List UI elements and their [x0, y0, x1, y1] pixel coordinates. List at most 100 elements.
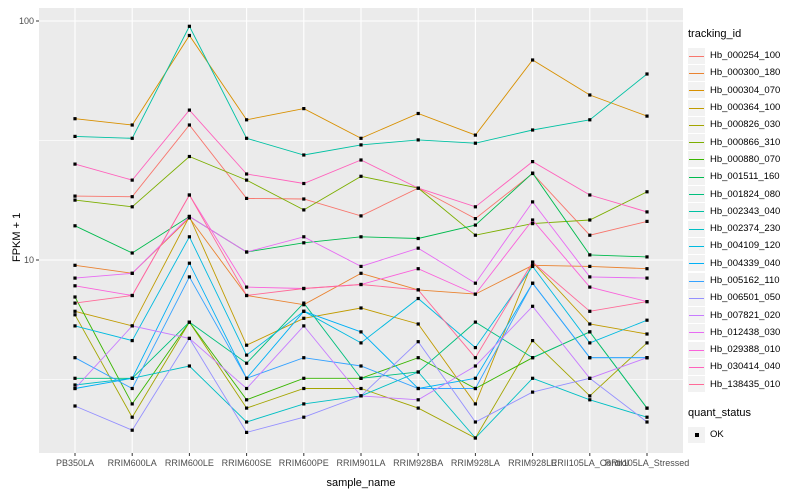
x-tick-label: RRIM901LA — [336, 458, 386, 468]
legend-entry-Hb_000866_310: Hb_000866_310 — [688, 133, 800, 151]
data-point — [130, 402, 134, 406]
data-point — [645, 255, 649, 259]
data-point — [73, 224, 77, 228]
legend-key-line-icon — [688, 289, 705, 306]
data-point — [302, 181, 306, 186]
x-tick-label: RRII105LA_Control — [550, 458, 629, 468]
data-point — [588, 341, 592, 345]
data-point — [359, 143, 363, 147]
data-point — [588, 218, 592, 222]
data-point — [245, 343, 249, 347]
data-point — [359, 282, 363, 287]
legend: tracking_id Hb_000254_100 Hb_000300_180 Hb… — [688, 28, 800, 443]
data-point — [245, 353, 249, 357]
legend-entry-Hb_138435_010: Hb_138435_010 — [688, 376, 800, 393]
legend-entry-Hb_004339_040: Hb_004339_040 — [688, 255, 800, 272]
data-point — [588, 264, 592, 268]
legend-entry-Hb_000364_100: Hb_000364_100 — [688, 99, 800, 116]
data-point — [73, 284, 77, 288]
data-point — [473, 436, 477, 440]
data-point — [645, 318, 649, 322]
data-point — [531, 356, 535, 360]
data-point — [73, 313, 77, 317]
data-point — [187, 364, 191, 368]
data-point — [588, 285, 592, 289]
x-tick-label: RRIM600PE — [278, 458, 329, 468]
data-point — [130, 376, 134, 380]
data-point — [245, 386, 249, 391]
data-point — [416, 356, 420, 360]
data-point — [73, 134, 77, 138]
data-point — [588, 398, 592, 402]
legend-key-line-icon — [688, 134, 705, 151]
legend-entries: Hb_000254_100 Hb_000300_180 Hb_000304_070 H… — [688, 47, 800, 393]
data-point — [645, 276, 649, 280]
data-point — [473, 356, 477, 360]
data-point — [187, 235, 191, 239]
data-point — [130, 428, 134, 432]
data-point — [245, 376, 249, 380]
data-point — [73, 309, 77, 313]
legend-entry-Hb_000254_100: Hb_000254_100 — [688, 47, 800, 64]
legend-entry-label: Hb_004109_120 — [710, 240, 781, 252]
data-point — [245, 136, 249, 140]
data-point — [473, 281, 477, 285]
data-point — [302, 415, 306, 419]
data-point — [416, 340, 420, 344]
legend-entry-Hb_001824_080: Hb_001824_080 — [688, 185, 800, 203]
legend-entry-label: Hb_138435_010 — [710, 378, 781, 390]
legend-entry-Hb_030414_040: Hb_030414_040 — [688, 358, 800, 375]
data-point — [245, 178, 249, 182]
data-point — [416, 406, 420, 410]
data-point — [416, 236, 420, 241]
legend-key-line-icon — [688, 272, 705, 289]
legend-entry-Hb_006501_050: Hb_006501_050 — [688, 289, 800, 306]
data-point — [645, 267, 649, 271]
x-tick-label: RRIM600SE — [221, 458, 272, 468]
data-point — [73, 295, 77, 299]
legend-entry-label: Hb_002374_230 — [710, 223, 781, 235]
data-point — [588, 394, 592, 398]
data-point — [588, 118, 592, 122]
data-point — [302, 301, 306, 305]
data-point — [130, 386, 134, 391]
data-point — [645, 332, 649, 336]
data-point — [73, 324, 77, 328]
legend-entry-Hb_000880_070: Hb_000880_070 — [688, 151, 800, 168]
legend-entry-label: Hb_002343_040 — [710, 205, 781, 217]
legend-entry-label: Hb_000826_030 — [710, 119, 781, 131]
data-point — [130, 324, 134, 328]
x-tick-label: RRIM928LA — [450, 458, 500, 468]
data-point — [187, 154, 191, 159]
data-point — [187, 193, 191, 197]
legend-key-line-icon — [688, 307, 705, 324]
data-point — [245, 398, 249, 402]
legend-entry-label: Hb_000300_180 — [710, 67, 781, 79]
data-point — [130, 271, 134, 275]
y-tick-label: 100 — [18, 16, 34, 26]
legend-entry-label: Hb_004339_040 — [710, 257, 781, 269]
data-point — [531, 200, 535, 204]
data-point — [416, 386, 420, 391]
data-point — [645, 415, 649, 419]
legend-entry-label: Hb_005162_110 — [710, 275, 780, 286]
data-point — [531, 264, 535, 268]
legend-key-line-icon — [688, 64, 705, 81]
data-point — [359, 235, 363, 239]
data-point — [416, 186, 420, 190]
data-point — [302, 356, 306, 360]
data-point — [359, 394, 363, 398]
data-point — [302, 316, 306, 320]
data-point — [130, 339, 134, 343]
data-point — [473, 133, 477, 137]
data-point — [531, 171, 535, 175]
data-point — [531, 281, 535, 285]
data-point — [187, 24, 191, 28]
legend-entry-label: Hb_012438_030 — [710, 326, 781, 338]
data-point — [130, 293, 134, 298]
data-point — [359, 271, 363, 275]
legend-entry-Hb_002374_230: Hb_002374_230 — [688, 220, 800, 237]
data-point — [187, 108, 191, 112]
data-point — [73, 117, 77, 121]
